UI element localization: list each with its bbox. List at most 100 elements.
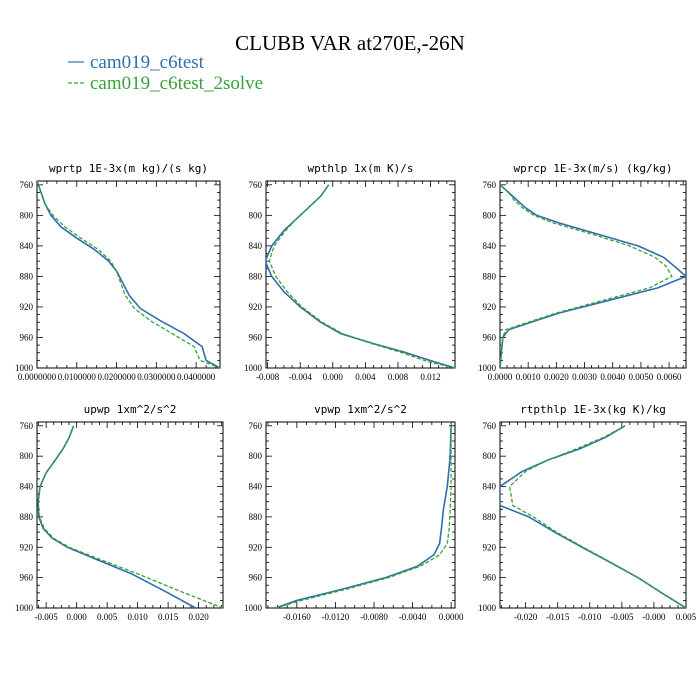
x-tick-label: 0.012 xyxy=(420,372,440,382)
y-tick-label: 920 xyxy=(20,542,34,552)
plot-frame xyxy=(265,180,456,369)
series-line-cam019-c6test xyxy=(266,184,455,368)
y-tick-label: 960 xyxy=(249,332,263,342)
plot-frame xyxy=(36,421,224,609)
series-line-cam019-c6test-2solve xyxy=(275,425,452,608)
x-tick-label: 0.0000 xyxy=(439,612,464,622)
y-tick-label: 920 xyxy=(483,302,497,312)
y-tick-label: 1000 xyxy=(15,603,34,613)
y-tick-label: 760 xyxy=(249,180,263,190)
series-line-cam019-c6test xyxy=(500,184,686,368)
panel-title: wprcp 1E-3x(m/s) (kg/kg) xyxy=(514,162,673,175)
series-line-cam019-c6test xyxy=(37,181,220,368)
panel-title: wprtp 1E-3x(m kg)/(s kg) xyxy=(49,162,208,175)
y-tick-label: 880 xyxy=(249,271,263,281)
panel-title: wpthlp 1x(m K)/s xyxy=(308,162,414,175)
y-tick-label: 960 xyxy=(483,573,497,583)
y-tick-label: 920 xyxy=(249,542,263,552)
y-tick-label: 920 xyxy=(483,542,497,552)
y-tick-label: 800 xyxy=(20,451,34,461)
x-tick-label: 0.0060 xyxy=(657,372,682,382)
y-tick-label: 760 xyxy=(483,180,497,190)
y-tick-label: 760 xyxy=(249,421,263,431)
y-tick-label: 960 xyxy=(249,573,263,583)
series-line-cam019-c6test-2solve xyxy=(508,425,686,608)
y-tick-label: 840 xyxy=(20,482,34,492)
y-tick-label: 1000 xyxy=(478,603,497,613)
panel-3: wprcp 1E-3x(m/s) (kg/kg) 760 800 840 880 920 9… xyxy=(478,162,687,382)
legend: cam019_c6test cam019_c6test_2solve xyxy=(68,52,263,94)
y-tick-label: 880 xyxy=(20,271,34,281)
legend-label-cam019-c6test-2solve: cam019_c6test_2solve xyxy=(90,73,263,94)
y-tick-label: 840 xyxy=(249,482,263,492)
series-line-cam019-c6test-2solve xyxy=(37,181,220,368)
panel-title: upwp 1xm^2/s^2 xyxy=(84,403,177,416)
y-tick-label: 800 xyxy=(249,210,263,220)
series-line-cam019-c6test xyxy=(37,425,196,608)
y-tick-label: 880 xyxy=(20,512,34,522)
y-tick-label: 760 xyxy=(483,421,497,431)
y-tick-label: 1000 xyxy=(244,363,263,373)
x-tick-label: 0.015 xyxy=(158,612,179,622)
series-line-cam019-c6test-2solve xyxy=(268,184,455,368)
x-tick-label: 0.0300000 xyxy=(137,372,176,382)
x-tick-label: 0.0020 xyxy=(544,372,569,382)
x-tick-label: -0.008 xyxy=(256,372,280,382)
x-tick-label: 0.010 xyxy=(127,612,148,622)
x-tick-label: -0.004 xyxy=(289,372,313,382)
figure-title: CLUBB VAR at270E,-26N xyxy=(235,31,465,55)
y-tick-label: 920 xyxy=(249,302,263,312)
x-tick-label: 0.0030 xyxy=(572,372,597,382)
x-tick-label: -0.000 xyxy=(642,612,666,622)
plot-frame xyxy=(499,421,687,609)
panels: wprtp 1E-3x(m kg)/(s kg) 760 800 840 880 920 9… xyxy=(15,162,697,622)
x-tick-label: -0.010 xyxy=(578,612,602,622)
plot-frame xyxy=(36,180,221,369)
x-tick-label: 0.0040 xyxy=(600,372,625,382)
x-tick-label: 0.0010 xyxy=(516,372,541,382)
x-tick-label: 0.004 xyxy=(355,372,376,382)
series-line-cam019-c6test-2solve xyxy=(37,425,223,608)
y-tick-label: 840 xyxy=(20,241,34,251)
y-tick-label: 840 xyxy=(249,241,263,251)
series-line-cam019-c6test xyxy=(500,425,686,608)
y-tick-label: 920 xyxy=(20,302,34,312)
y-tick-label: 1000 xyxy=(15,363,34,373)
panel-5: vpwp 1xm^2/s^2 760 800 840 880 920 960 1000 -0.0… xyxy=(244,403,464,622)
x-tick-label: -0.015 xyxy=(546,612,570,622)
x-tick-label: 0.0200000 xyxy=(97,372,136,382)
panel-1: wprtp 1E-3x(m kg)/(s kg) 760 800 840 880 920 9… xyxy=(15,162,221,382)
x-tick-label: -0.005 xyxy=(610,612,634,622)
x-tick-label: 0.0000000 xyxy=(18,372,57,382)
x-tick-label: 0.005 xyxy=(676,612,697,622)
y-tick-label: 1000 xyxy=(478,363,497,373)
y-tick-label: 960 xyxy=(20,332,34,342)
y-tick-label: 880 xyxy=(249,512,263,522)
panel-2: wpthlp 1x(m K)/s7608008408809209601000-0… xyxy=(244,162,456,382)
x-tick-label: 0.0050 xyxy=(629,372,654,382)
y-tick-label: 960 xyxy=(20,573,34,583)
panel-6: rtpthlp 1E-3x(kg K)/kg 760 800 840 880 920 960… xyxy=(478,403,697,622)
panel-title: rtpthlp 1E-3x(kg K)/kg xyxy=(520,403,666,416)
x-tick-label: -0.0120 xyxy=(322,612,350,622)
x-tick-label: 0.008 xyxy=(388,372,409,382)
y-tick-label: 800 xyxy=(483,210,497,220)
y-tick-label: 760 xyxy=(20,421,34,431)
x-tick-label: -0.0040 xyxy=(399,612,427,622)
panel-4: upwp 1xm^2/s^2 760 800 840 880 920 960 1000-0.0… xyxy=(15,403,224,622)
y-tick-label: 800 xyxy=(483,451,497,461)
y-tick-label: 800 xyxy=(249,451,263,461)
y-tick-label: 760 xyxy=(20,180,34,190)
y-tick-label: 880 xyxy=(483,271,497,281)
plot-frame xyxy=(265,421,456,609)
plot-frame xyxy=(499,180,687,369)
x-tick-label: -0.020 xyxy=(514,612,538,622)
y-tick-label: 840 xyxy=(483,482,497,492)
legend-label-cam019-c6test: cam019_c6test xyxy=(90,52,205,73)
series-line-cam019-c6test xyxy=(275,425,452,608)
y-tick-label: 960 xyxy=(483,332,497,342)
x-tick-label: -0.005 xyxy=(35,612,59,622)
x-tick-label: 0.000 xyxy=(67,612,88,622)
x-tick-label: 0.020 xyxy=(188,612,209,622)
